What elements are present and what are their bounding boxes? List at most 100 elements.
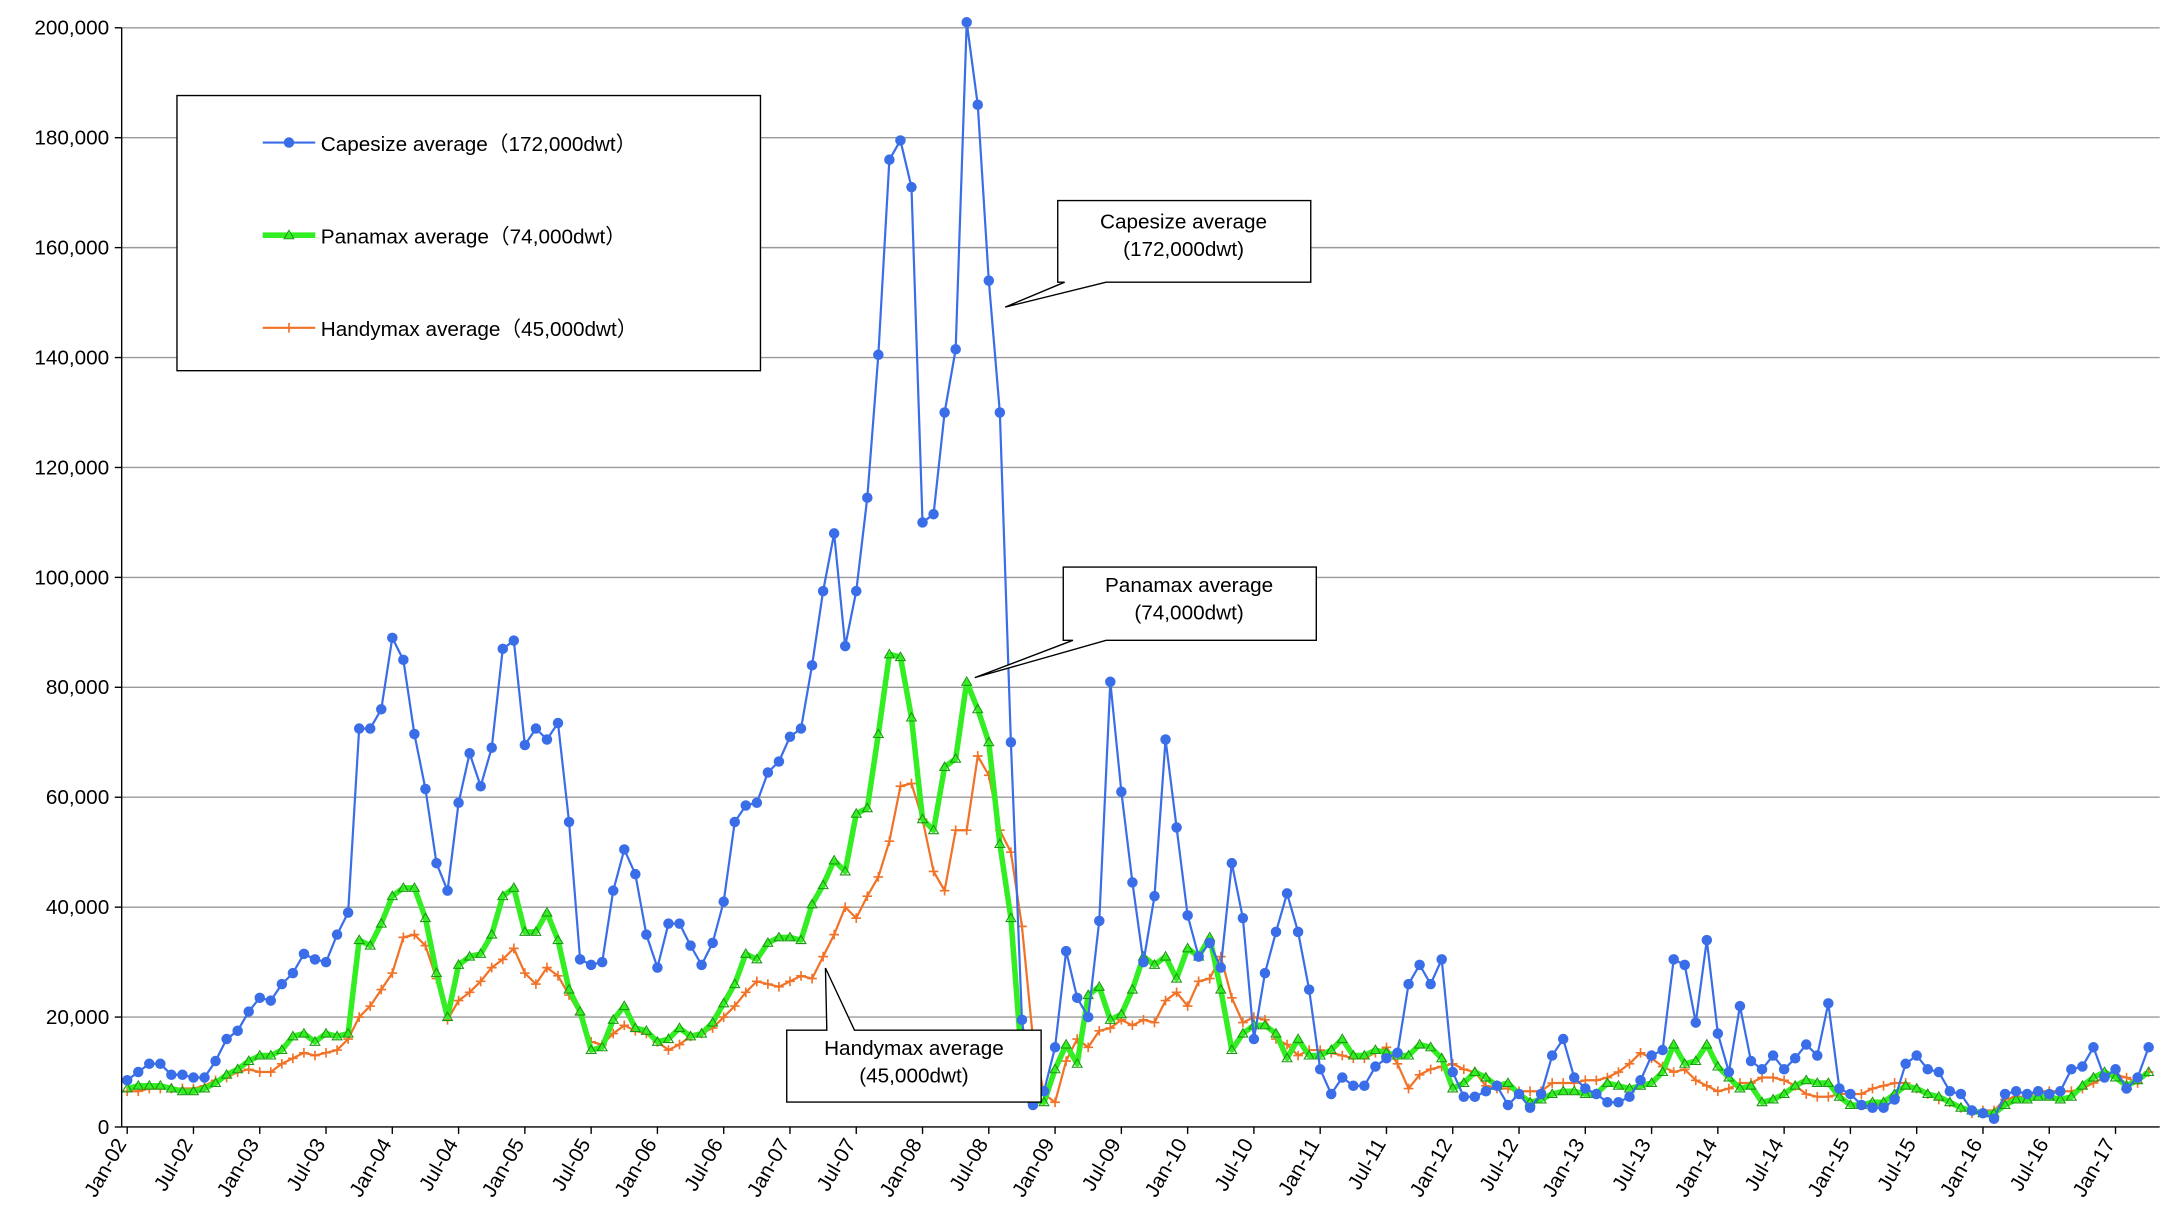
data-point: [1116, 786, 1127, 797]
data-point: [1392, 1047, 1403, 1059]
data-point: [277, 1058, 287, 1069]
data-point: [430, 967, 443, 978]
data-point: [2076, 1079, 2089, 1090]
y-tick-label: 80,000: [46, 676, 109, 699]
data-point: [1768, 1072, 1778, 1083]
x-tick-label: Jan-09: [1008, 1135, 1060, 1201]
data-point: [1071, 992, 1083, 1004]
data-point: [442, 885, 453, 896]
x-tick-label: Jul-10: [1210, 1135, 1258, 1195]
data-point: [1337, 1072, 1348, 1083]
data-point: [774, 982, 784, 992]
y-tick-label: 100,000: [34, 566, 109, 589]
legend-label: Panamax average（74,000dwt）: [321, 225, 626, 248]
data-point: [2121, 1083, 2132, 1094]
data-point: [674, 1039, 685, 1050]
data-point: [1800, 1039, 1812, 1050]
data-point: [729, 1001, 740, 1011]
data-point: [1148, 958, 1161, 969]
data-point: [386, 890, 399, 901]
data-point: [1071, 1057, 1083, 1068]
data-point: [398, 654, 409, 666]
data-point: [1723, 1066, 1735, 1078]
annotation: Capesize average: [1100, 210, 1267, 233]
data-point: [817, 585, 829, 597]
data-point: [2066, 1064, 2077, 1075]
callout-box: [1004, 199, 1312, 308]
data-point: [475, 780, 486, 792]
data-point: [1690, 1017, 1702, 1028]
data-point: [1789, 1079, 1801, 1090]
data-point: [1778, 1064, 1790, 1075]
series-line: [126, 21, 2150, 1120]
data-point: [1127, 1020, 1138, 1031]
data-point: [1491, 1080, 1503, 1092]
data-point: [2110, 1064, 2121, 1075]
data-point: [1668, 954, 1679, 965]
data-point: [1878, 1080, 1889, 1091]
data-point: [983, 736, 995, 747]
data-point: [1381, 1053, 1392, 1064]
data-point: [486, 962, 497, 973]
x-tick-label: Jul-08: [945, 1135, 993, 1195]
y-tick-label: 200,000: [34, 17, 109, 40]
data-point: [376, 704, 387, 715]
data-point: [375, 917, 388, 928]
data-point: [1568, 1085, 1581, 1096]
data-point: [850, 585, 862, 597]
data-point: [1999, 1088, 2011, 1100]
data-point: [1778, 1088, 1790, 1099]
data-point: [1656, 1066, 1669, 1077]
data-point: [1138, 1014, 1149, 1025]
data-point: [895, 135, 906, 146]
data-point: [873, 349, 884, 361]
data-point: [862, 891, 873, 902]
y-tick-label: 20,000: [46, 1006, 109, 1029]
data-point: [663, 1045, 674, 1055]
data-point: [1270, 926, 1282, 938]
data-point: [972, 99, 984, 110]
data-point: [1060, 1038, 1072, 1049]
annotation: Panamax average: [1105, 574, 1273, 597]
data-point: [231, 1063, 244, 1074]
data-point: [938, 761, 951, 772]
data-point: [905, 711, 918, 722]
data-point: [651, 1035, 664, 1046]
data-point: [1613, 1097, 1624, 1108]
data-point: [983, 275, 995, 286]
data-point: [795, 723, 807, 734]
data-point: [464, 748, 475, 759]
data-point: [1955, 1088, 1967, 1100]
data-point: [607, 1013, 620, 1024]
data-point: [243, 1064, 254, 1075]
data-point: [751, 976, 762, 987]
data-point: [1535, 1088, 1547, 1100]
data-point: [198, 1082, 211, 1093]
callouts: Capesize average (172,000dwt) Panamax aver…: [786, 199, 1317, 1103]
x-tick-label: Jan-17: [2068, 1135, 2120, 1201]
data-point: [1204, 973, 1215, 984]
data-point: [132, 1079, 145, 1090]
data-point: [684, 1030, 697, 1041]
data-point: [276, 978, 288, 990]
data-point: [155, 1058, 166, 1070]
data-point: [695, 1027, 708, 1038]
data-point: [552, 717, 564, 729]
data-point: [629, 1022, 642, 1033]
data-point: [210, 1055, 221, 1067]
data-point: [474, 947, 487, 958]
data-point: [1457, 1077, 1470, 1088]
data-point: [1171, 987, 1182, 998]
data-point: [1624, 1058, 1635, 1069]
data-point: [1713, 1086, 1723, 1097]
callout-box: [974, 566, 1317, 679]
data-point: [916, 813, 929, 824]
x-tick-label: Jul-13: [1608, 1135, 1656, 1195]
data-point: [1767, 1050, 1779, 1061]
data-point: [143, 1079, 156, 1090]
data-point: [1525, 1086, 1535, 1097]
data-point: [563, 816, 575, 828]
data-point: [1645, 1077, 1658, 1088]
data-point: [1944, 1096, 1956, 1107]
x-tick-label: Jul-06: [680, 1135, 728, 1195]
